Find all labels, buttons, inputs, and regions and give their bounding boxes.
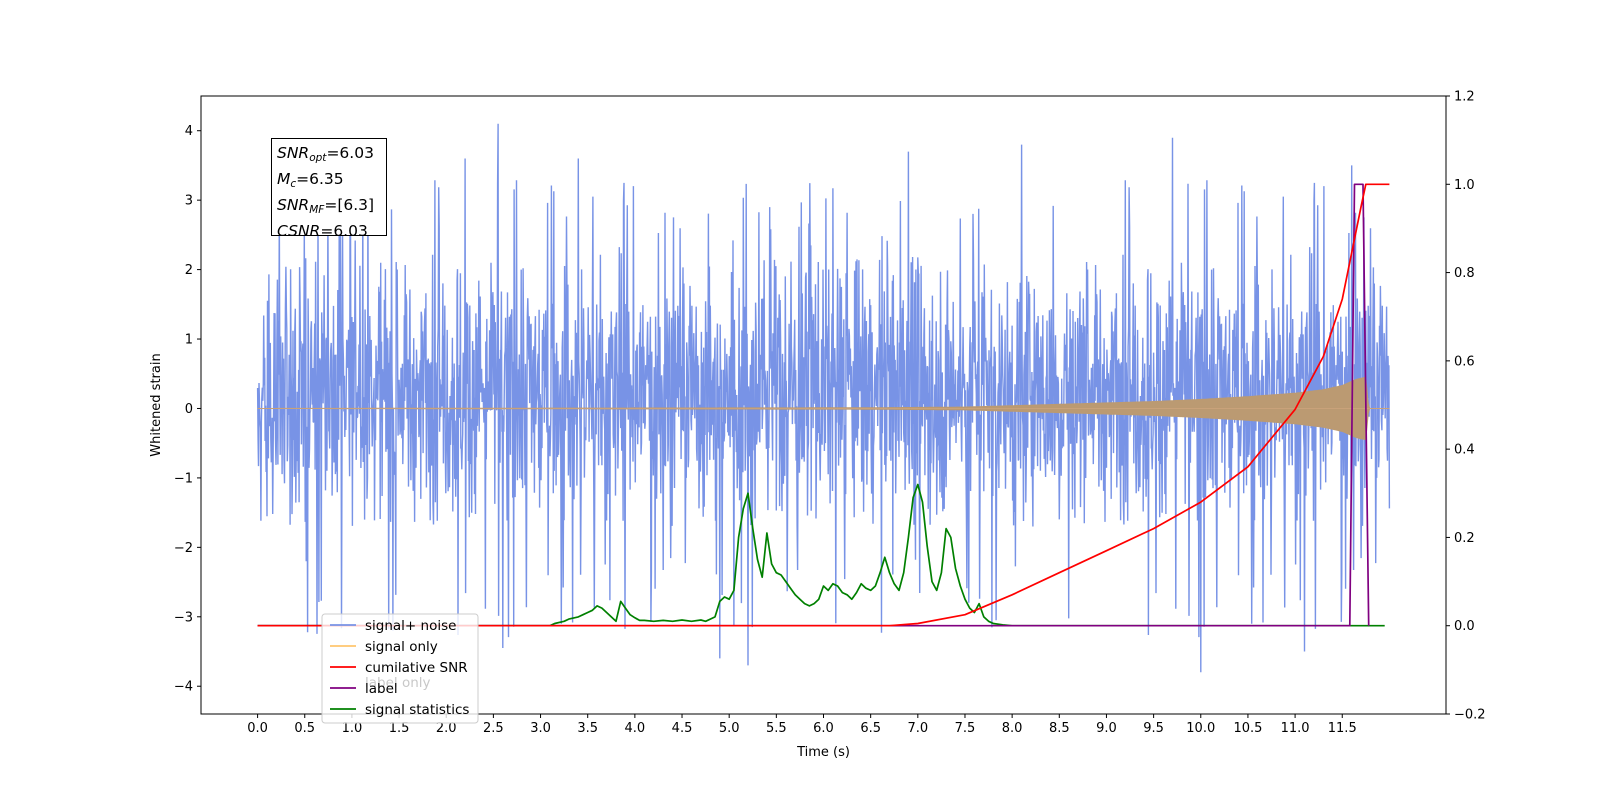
- y2-tick-label: −0.2: [1454, 708, 1486, 723]
- snr-opt-symbol: SNR: [277, 144, 310, 162]
- y-tick-label: 0: [185, 402, 193, 417]
- snr-mf-symbol: SNR: [277, 196, 310, 214]
- x-tick-label: 2.5: [483, 721, 504, 736]
- y-tick-label: −2: [174, 541, 193, 556]
- label-line: [257, 183, 1370, 627]
- y-tick-label: 2: [185, 263, 193, 278]
- snr-opt-line: SNRopt=6.03: [277, 143, 381, 169]
- x-tick-label: 9.0: [1096, 721, 1117, 736]
- x-tick-label: 3.0: [530, 721, 551, 736]
- x-tick-label: 1.0: [342, 721, 363, 736]
- csnr-value: =6.03: [320, 222, 368, 240]
- cumulative-snr-line: [257, 183, 1390, 627]
- chirp-mass-symbol: M: [277, 170, 291, 188]
- y2-tick-label: 1.0: [1454, 178, 1475, 193]
- snr-opt-subscript: opt: [309, 152, 327, 164]
- x-tick-label: 5.0: [719, 721, 740, 736]
- snr-annotation-box: SNRopt=6.03 Mc=6.35 SNRMF=[6.3] CSNR=6.0…: [271, 138, 387, 240]
- x-tick-label: 7.0: [907, 721, 928, 736]
- x-tick-label: 8.0: [1002, 721, 1023, 736]
- y-tick-label: −3: [174, 610, 193, 625]
- x-tick-label: 4.0: [625, 721, 646, 736]
- x-tick-label: 8.5: [1049, 721, 1070, 736]
- legend-label: label: [365, 681, 398, 697]
- y2-tick-label: 0.4: [1454, 443, 1475, 458]
- x-tick-label: 11.5: [1328, 721, 1357, 736]
- chirp-mass-subscript: c: [290, 178, 297, 190]
- y-tick-label: 3: [185, 194, 193, 209]
- legend-label: signal only: [365, 639, 438, 655]
- chirp-mass-value: =6.35: [296, 170, 344, 188]
- y-tick-label: −1: [174, 471, 193, 486]
- x-axis-title: Time (s): [796, 745, 850, 760]
- snr-mf-value: =[6.3]: [324, 196, 375, 214]
- x-tick-label: 6.5: [860, 721, 881, 736]
- x-tick-label: 9.5: [1143, 721, 1164, 736]
- signal-plus-noise-line: [256, 123, 1391, 673]
- legend-label: signal statistics: [365, 702, 469, 718]
- x-tick-label: 2.0: [436, 721, 457, 736]
- csnr-line: CSNR=6.03: [277, 221, 381, 242]
- y-tick-label: −4: [174, 680, 193, 695]
- x-tick-label: 7.5: [955, 721, 976, 736]
- csnr-symbol: CSNR: [277, 222, 321, 240]
- y-axis-title: Whitened strain: [149, 353, 164, 456]
- legend-hidden-text: label only: [365, 675, 431, 691]
- x-tick-label: 10.5: [1233, 721, 1262, 736]
- y2-tick-label: 0.0: [1454, 619, 1475, 634]
- signal-statistics-line: [257, 483, 1385, 627]
- y-tick-label: 1: [185, 333, 193, 348]
- y2-tick-label: 0.8: [1454, 266, 1475, 281]
- y2-tick-label: 0.6: [1454, 354, 1475, 369]
- x-tick-label: 3.5: [577, 721, 598, 736]
- legend: label only signal+ noise signal only cumila…: [321, 613, 479, 724]
- axis-ticks: 0.0 0.5 1.0 1.5 2.0 2.5 3.0 3.5 4.0 4.5 5.0 5.5 6.0 6…: [174, 90, 1486, 737]
- x-tick-label: 6.0: [813, 721, 834, 736]
- x-tick-label: 0.5: [294, 721, 315, 736]
- x-tick-label: 0.0: [247, 721, 268, 736]
- x-tick-label: 11.0: [1281, 721, 1310, 736]
- x-tick-label: 1.5: [389, 721, 410, 736]
- legend-label: cumilative SNR: [365, 660, 468, 676]
- snr-mf-line: SNRMF=[6.3]: [277, 195, 381, 221]
- plot-area: [256, 123, 1391, 673]
- y2-tick-label: 1.2: [1454, 90, 1475, 105]
- snr-opt-value: =6.03: [326, 144, 374, 162]
- snr-mf-subscript: MF: [309, 204, 325, 216]
- x-tick-label: 10.0: [1186, 721, 1215, 736]
- legend-label: signal+ noise: [365, 618, 456, 634]
- y2-tick-label: 0.2: [1454, 531, 1475, 546]
- x-tick-label: 5.5: [766, 721, 787, 736]
- x-tick-label: 4.5: [672, 721, 693, 736]
- y-tick-label: 4: [185, 124, 193, 139]
- legend-box: [321, 613, 479, 724]
- chirp-mass-line: Mc=6.35: [277, 169, 381, 195]
